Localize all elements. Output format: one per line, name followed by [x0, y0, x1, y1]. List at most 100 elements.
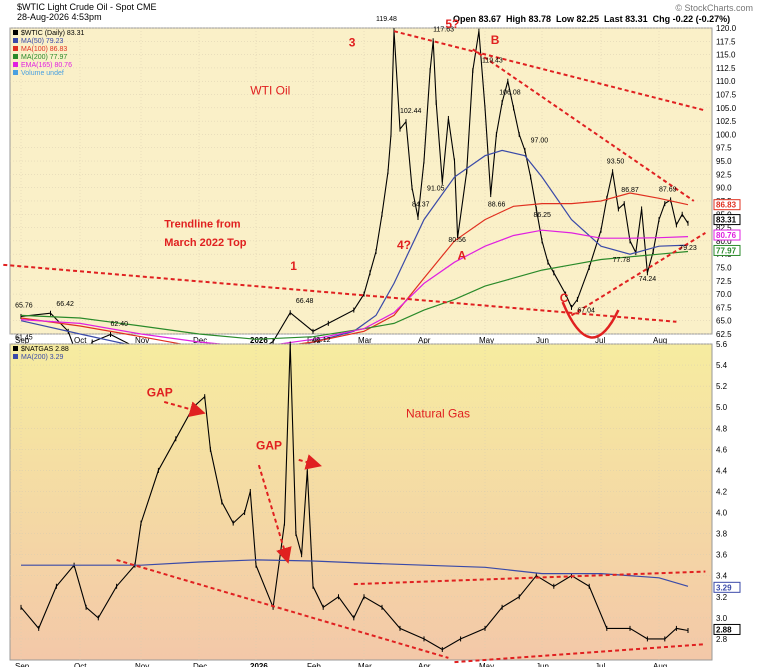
annotation-label: 1: [290, 259, 297, 273]
value-label: 91.05: [427, 185, 445, 192]
x-tick-label: Aug: [653, 336, 667, 345]
x-tick-label: Apr: [418, 662, 431, 667]
legend-label: Volume undef: [21, 70, 64, 77]
y-tick-label: 4.6: [716, 445, 728, 454]
trendline: [393, 30, 706, 112]
x-tick-label: Jun: [536, 336, 549, 345]
legend-label: MA(200) 3.29: [21, 354, 64, 361]
value-label: 102.44: [400, 108, 422, 115]
value-label: 77.78: [613, 257, 631, 264]
legend-swatch: [13, 354, 18, 359]
ohlc-readout: Open 83.67 High 83.78 Low 82.25 Last 83.…: [453, 14, 731, 24]
y-tick-label: 95.0: [716, 157, 732, 166]
value-label: 117.63: [433, 27, 454, 34]
price-tag-label: 86.83: [716, 201, 737, 210]
y-tick-label: 4.8: [716, 424, 728, 433]
y-tick-label: 117.5: [716, 37, 736, 46]
legend-label: $NATGAS 2.88: [21, 346, 69, 353]
x-tick-label: Sep: [15, 662, 30, 667]
x-tick-label: Nov: [135, 662, 149, 667]
y-tick-label: 62.5: [716, 330, 732, 339]
series-line: [20, 229, 689, 348]
annotation-label: B: [491, 33, 500, 47]
value-label: 86.87: [621, 187, 639, 194]
y-tick-label: 82.5: [716, 224, 732, 233]
x-tick-label: Apr: [418, 336, 431, 345]
annotation-label: GAP: [147, 386, 173, 400]
y-tick-label: 107.5: [716, 91, 737, 100]
price-tag-box: [713, 581, 741, 593]
legend-label: MA(100) 86.83: [21, 46, 67, 53]
x-tick-label: Jun: [536, 662, 549, 667]
legend-swatch: [13, 46, 18, 51]
x-tick-label: Aug: [653, 662, 667, 667]
annotation-label: 5?: [445, 17, 459, 31]
price-tag-box: [713, 199, 741, 211]
y-tick-label: 4.0: [716, 509, 728, 518]
y-tick-label: 110.0: [716, 77, 736, 86]
y-tick-label: 70.0: [716, 290, 732, 299]
legend-label: EMA(165) 80.76: [21, 62, 72, 69]
annotation-arrow: [298, 454, 322, 470]
value-label: 88.66: [488, 201, 506, 208]
y-tick-label: 112.5: [716, 64, 736, 73]
value-label: 67.04: [577, 308, 595, 315]
value-label: 61.45: [15, 334, 33, 341]
y-tick-label: 4.2: [716, 487, 728, 496]
trendline: [116, 558, 449, 659]
legend-swatch: [13, 30, 18, 35]
price-tag-label: 77.97: [716, 246, 737, 255]
legend-label: MA(50) 79.23: [21, 38, 64, 45]
panel-1: 62.565.067.570.072.575.077.580.082.585.0…: [3, 16, 741, 384]
value-label: 79.23: [679, 245, 697, 252]
price-tag-box: [713, 214, 741, 226]
x-tick-label: May: [479, 662, 494, 667]
y-tick-label: 105.0: [716, 104, 737, 113]
value-label: 119.48: [376, 16, 397, 23]
value-label: 119.43: [482, 58, 503, 65]
annotation-label: March 2022 Top: [164, 237, 247, 249]
x-tick-label: Dec: [193, 662, 207, 667]
x-tick-label: May: [479, 336, 494, 345]
series-line: [20, 343, 689, 651]
x-tick-label: Jul: [595, 662, 605, 667]
x-tick-label: Oct: [74, 336, 87, 345]
y-tick-label: 97.5: [716, 144, 732, 153]
y-tick-label: 102.5: [716, 117, 737, 126]
price-tag-label: 2.88: [716, 625, 732, 634]
legend-swatch: [13, 62, 18, 67]
chart-date: 28-Aug-2026 4:53pm: [17, 12, 102, 22]
value-label: 66.48: [296, 298, 314, 305]
legend-swatch: [13, 54, 18, 59]
v-bottom-arc: [561, 301, 620, 339]
price-tag-box: [713, 244, 741, 256]
x-tick-label: Dec: [193, 336, 207, 345]
value-label: 84.37: [412, 201, 430, 208]
value-label: 106.08: [499, 90, 521, 97]
y-tick-label: 120.0: [716, 24, 737, 33]
value-label: 74.24: [639, 276, 657, 283]
x-tick-label: Oct: [74, 662, 87, 667]
x-tick-label: Sep: [15, 336, 30, 345]
annotation-label: Trendline from: [164, 219, 241, 231]
legend-label: MA(200) 77.97: [21, 54, 67, 61]
series-line: [21, 559, 689, 587]
trendline: [570, 232, 706, 317]
x-tick-label: 2026: [250, 336, 268, 345]
series-line: [20, 250, 689, 340]
panel-background: [9, 27, 713, 335]
annotation-label: A: [458, 248, 467, 262]
price-tag-box: [713, 229, 741, 241]
watermark: © StockCharts.com: [675, 3, 753, 13]
y-tick-label: 5.4: [716, 361, 728, 370]
y-tick-label: 3.4: [716, 572, 728, 581]
y-tick-label: 72.5: [716, 277, 732, 286]
annotation-label: 3: [349, 36, 356, 50]
y-tick-label: 3.6: [716, 551, 728, 560]
y-tick-label: 90.0: [716, 184, 732, 193]
annotation-label: 4?: [397, 238, 411, 252]
x-tick-label: 2026: [250, 662, 268, 667]
trendline: [472, 48, 695, 202]
x-tick-label: Feb: [307, 336, 321, 345]
